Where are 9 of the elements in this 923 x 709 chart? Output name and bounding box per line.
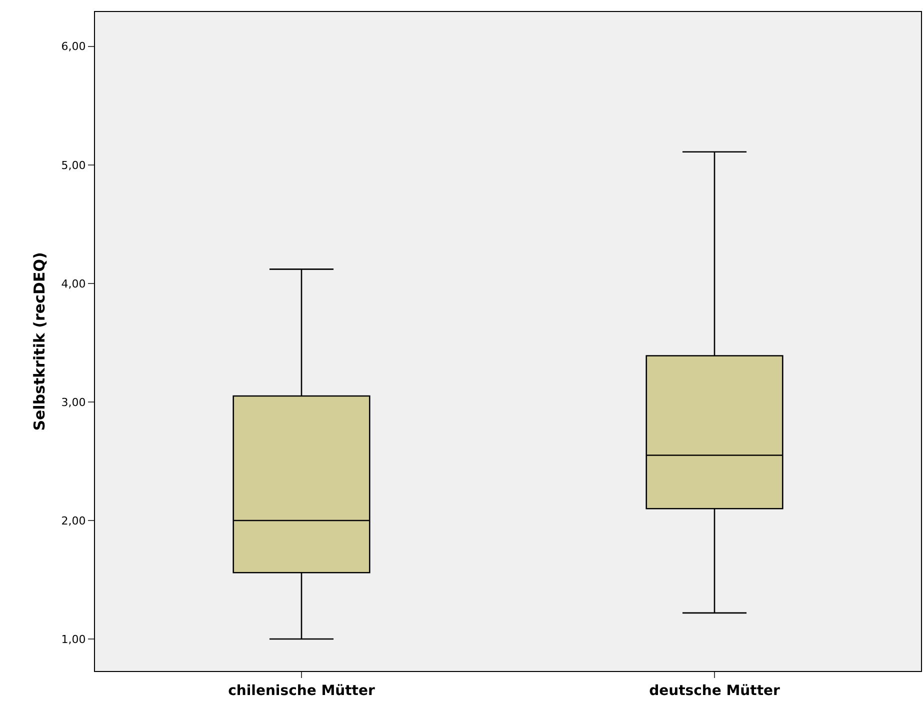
y-tick-label: 4,00 <box>61 277 86 290</box>
y-tick-label: 3,00 <box>61 396 86 409</box>
x-tick-label: chilenische Mütter <box>228 682 375 699</box>
y-tick-label: 2,00 <box>61 514 86 528</box>
y-tick-label: 5,00 <box>61 158 86 172</box>
y-tick-label: 1,00 <box>61 632 86 646</box>
y-tick-label: 6,00 <box>61 40 86 54</box>
y-axis-title: Selbstkritik (recDEQ) <box>30 252 49 431</box>
x-tick-label: deutsche Mütter <box>649 682 780 699</box>
